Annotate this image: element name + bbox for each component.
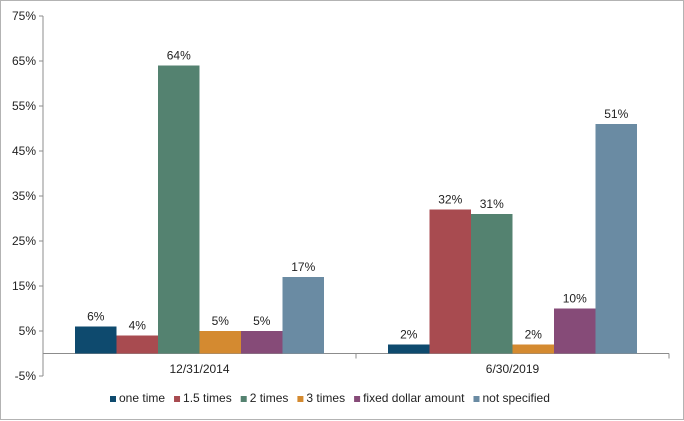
bars [75, 65, 637, 354]
legend-swatch [473, 396, 480, 402]
legend-entry: one time [119, 391, 165, 405]
bar [199, 331, 241, 354]
bar [512, 344, 554, 354]
y-tick-label: 15% [12, 279, 36, 293]
legend-swatch [110, 396, 116, 402]
bar [471, 214, 513, 354]
x-category-label: 12/31/2014 [169, 362, 229, 376]
data-label: 31% [480, 197, 504, 211]
bar [429, 209, 471, 354]
y-tick-label: -5% [15, 369, 37, 383]
bar [554, 308, 596, 354]
data-label: 2% [525, 328, 543, 342]
bar [388, 344, 430, 354]
x-category-label: 6/30/2019 [486, 362, 540, 376]
data-label: 5% [253, 314, 271, 328]
legend-entry: fixed dollar amount [363, 391, 465, 405]
legend-swatch [297, 396, 304, 402]
legend-entry: 2 times [250, 391, 289, 405]
data-label: 64% [167, 49, 191, 63]
bar [282, 277, 324, 354]
axes: -5% 5% 15% 25% 35% 45% 55% 65% 75% 12/31/2014 6/30… [12, 9, 670, 383]
legend-entry: not specified [482, 391, 549, 405]
y-tick-label: 35% [12, 189, 36, 203]
legend: one time 1.5 times 2 times 3 times fixed dol… [110, 391, 550, 405]
y-tick-label: 5% [19, 324, 37, 338]
legend-entry: 3 times [306, 391, 345, 405]
y-tick-label: 45% [12, 144, 36, 158]
legend-swatch [240, 396, 247, 402]
y-tick-label: 75% [12, 9, 36, 23]
data-label: 6% [87, 310, 105, 324]
y-tick-label: 55% [12, 99, 36, 113]
bar [75, 326, 117, 354]
bar [116, 335, 158, 354]
legend-swatch [174, 396, 181, 402]
y-tick-label: 25% [12, 234, 36, 248]
data-label: 32% [438, 193, 462, 207]
data-label: 5% [212, 314, 230, 328]
data-labels: 6% 2% 4% 32% 64% 31% 5% 2% 5% 10% 17% 51% [87, 49, 629, 342]
bar [241, 331, 283, 354]
y-tick-label: 65% [12, 54, 36, 68]
data-label: 17% [291, 260, 315, 274]
data-label: 10% [563, 292, 587, 306]
data-label: 4% [129, 319, 147, 333]
bar [595, 124, 637, 354]
legend-swatch [354, 396, 361, 402]
legend-entry: 1.5 times [183, 391, 232, 405]
data-label: 2% [400, 328, 418, 342]
data-label: 51% [604, 107, 628, 121]
bar [158, 65, 200, 354]
